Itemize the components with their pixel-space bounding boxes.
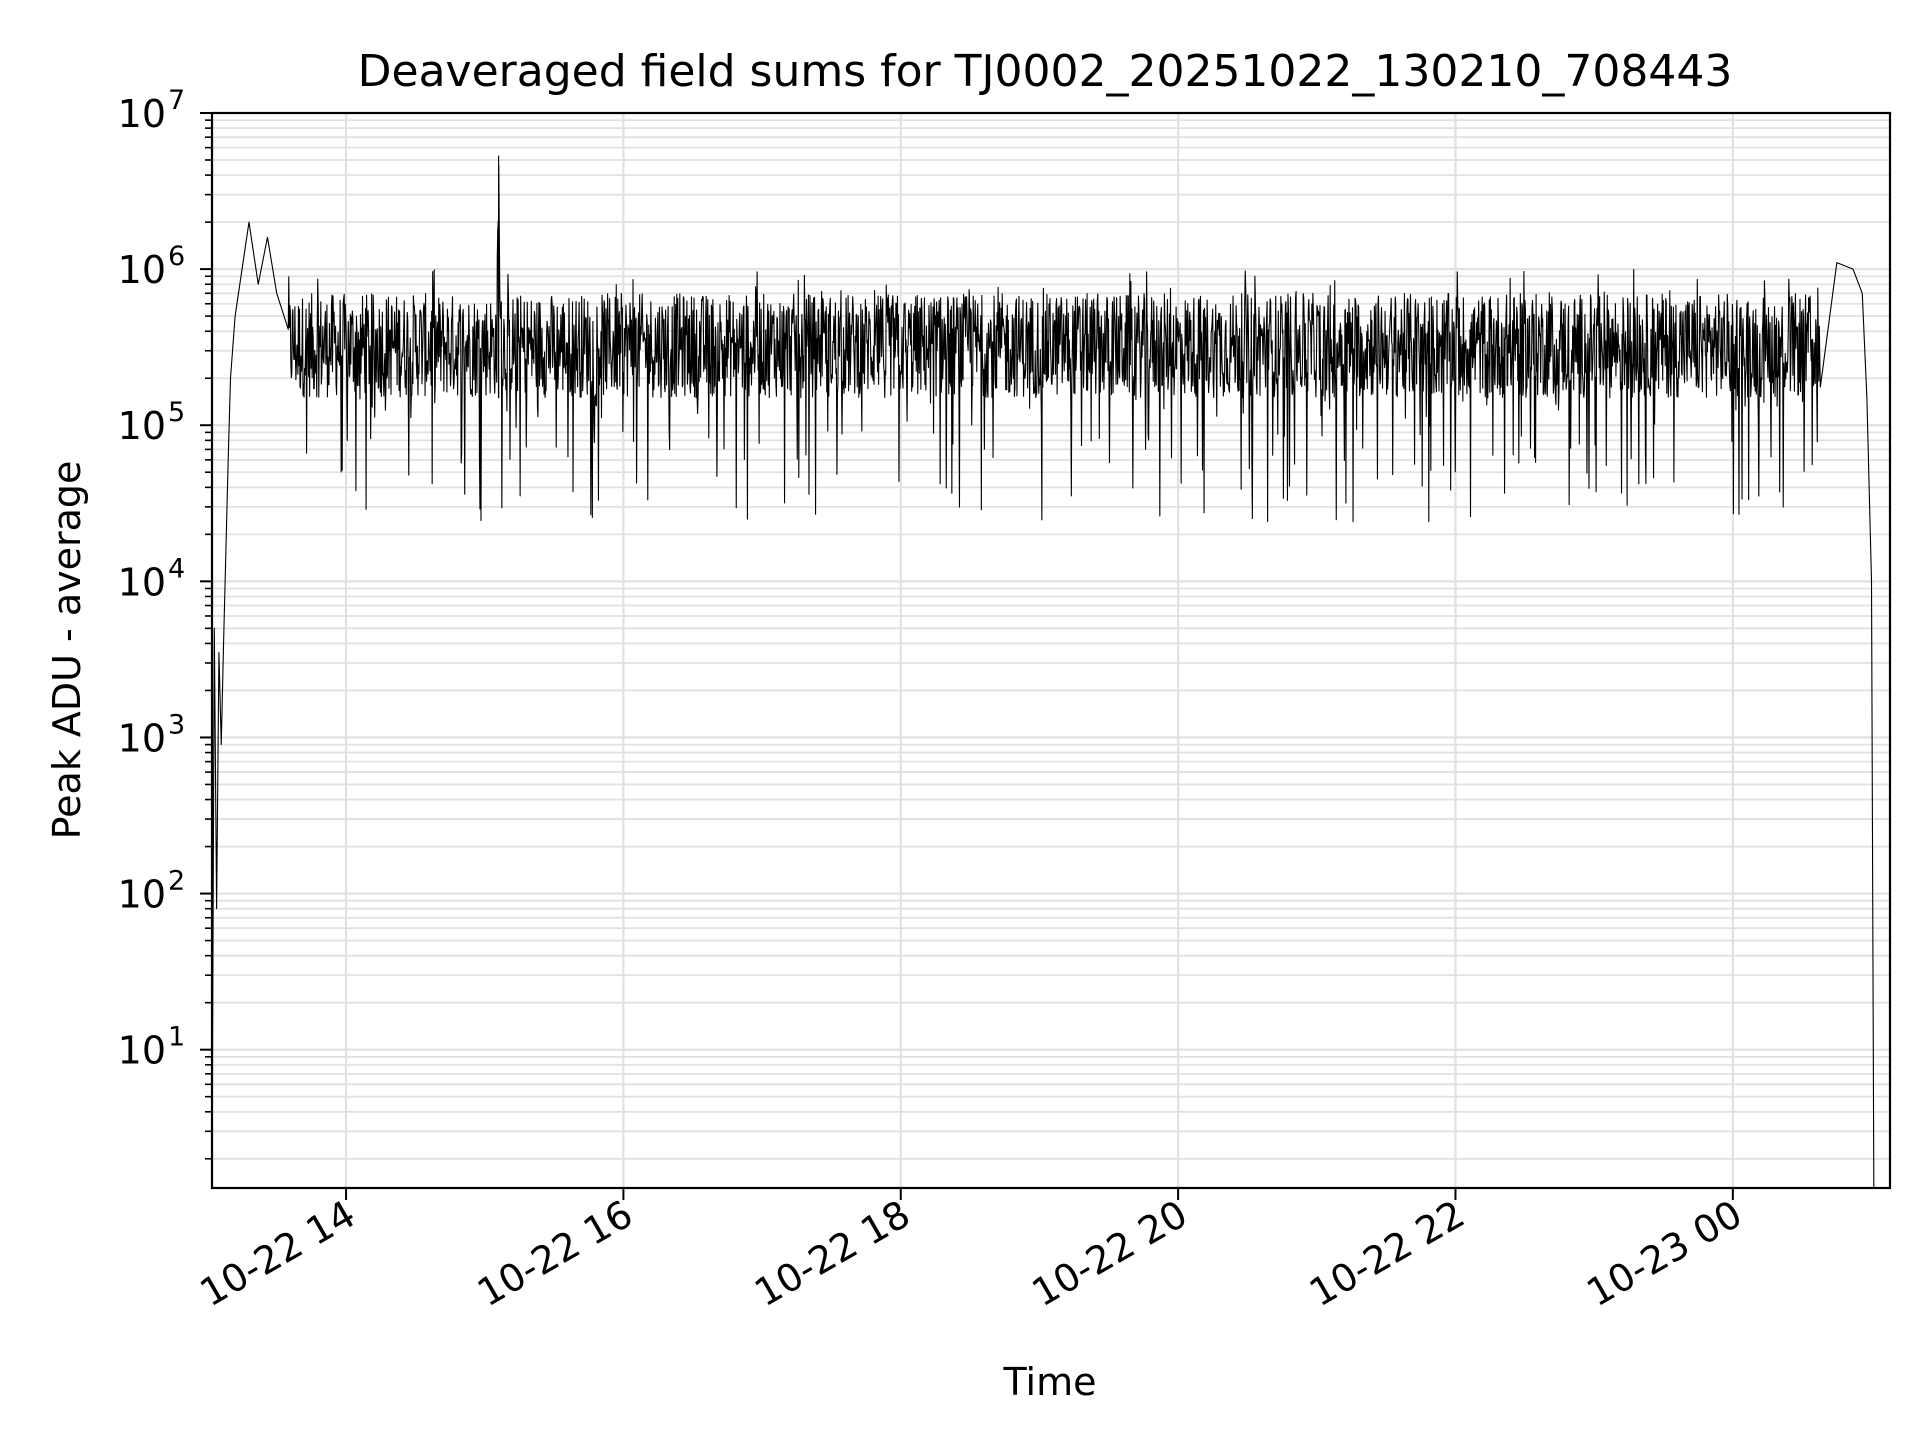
x-tick-label: 10-23 00 bbox=[1579, 1192, 1749, 1316]
y-axis-label: Peak ADU - average bbox=[45, 461, 89, 840]
y-tick-label: 10 bbox=[118, 873, 166, 917]
y-tick-exponent: 5 bbox=[168, 397, 185, 428]
y-tick-exponent: 7 bbox=[168, 85, 185, 116]
y-tick-label: 10 bbox=[118, 716, 166, 760]
x-axis: 10-22 14 10-22 16 10-22 18 10-22 20 10-22 22… bbox=[193, 1188, 1749, 1316]
plot-frame bbox=[210, 111, 1892, 1190]
x-tick-label: 10-22 18 bbox=[747, 1192, 917, 1316]
y-tick-label: 10 bbox=[118, 404, 166, 448]
y-tick-label: 10 bbox=[118, 1029, 166, 1073]
x-tick-label: 10-22 22 bbox=[1302, 1192, 1472, 1316]
y-tick-exponent: 1 bbox=[168, 1022, 185, 1053]
x-tick-label: 10-22 14 bbox=[193, 1192, 363, 1316]
x-tick-label: 10-22 20 bbox=[1025, 1192, 1195, 1316]
series-layer bbox=[211, 155, 1875, 1189]
y-tick-exponent: 6 bbox=[168, 241, 185, 272]
y-tick-label: 10 bbox=[118, 560, 166, 604]
y-tick-exponent: 4 bbox=[168, 553, 185, 584]
grid bbox=[212, 111, 1890, 1188]
series-line bbox=[211, 155, 1875, 1189]
x-axis-label: Time bbox=[1003, 1360, 1097, 1404]
x-tick-label: 10-22 16 bbox=[470, 1192, 640, 1316]
y-tick-label: 10 bbox=[118, 92, 166, 136]
y-tick-exponent: 3 bbox=[168, 709, 185, 740]
y-tick-label: 10 bbox=[118, 248, 166, 292]
y-tick-exponent: 2 bbox=[168, 866, 185, 897]
chart-title: Deaveraged field sums for TJ0002_2025102… bbox=[358, 46, 1733, 97]
